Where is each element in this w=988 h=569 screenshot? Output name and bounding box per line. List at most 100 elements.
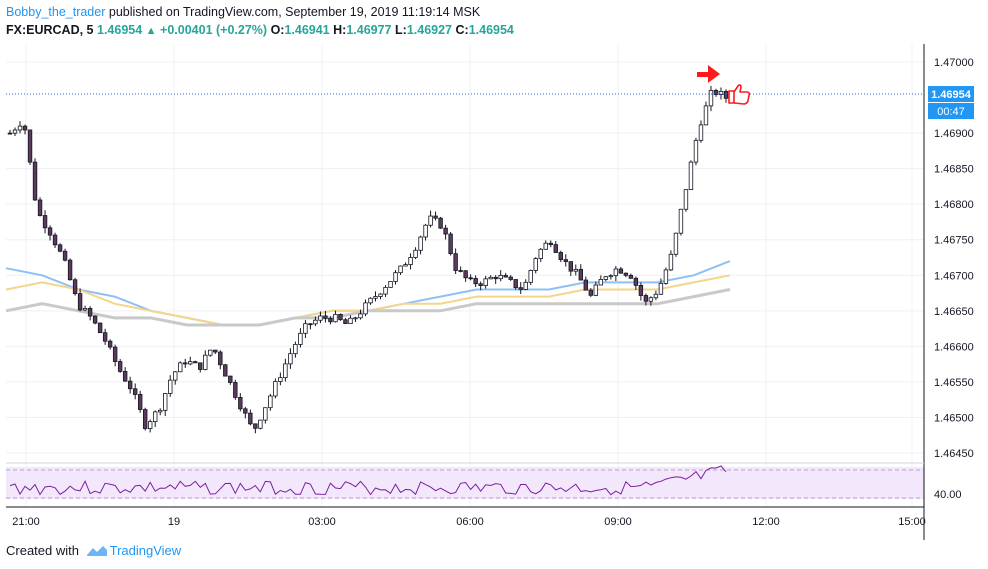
candle-body <box>178 362 183 373</box>
candle-body <box>723 91 729 99</box>
close-label: C: <box>455 23 469 37</box>
candle-body <box>378 293 383 297</box>
candle-body <box>173 371 178 381</box>
candle-body <box>253 423 258 429</box>
candle-body <box>42 215 48 229</box>
candle-body <box>453 253 458 271</box>
candle-body <box>653 293 659 299</box>
tradingview-brand-link[interactable]: TradingView <box>109 543 182 558</box>
last-price-label: 1.46954 00:47 <box>928 86 974 119</box>
candle-body <box>198 362 203 370</box>
candle-body <box>428 215 433 226</box>
candle-body <box>533 258 538 271</box>
high-label: H: <box>333 23 347 37</box>
candle-body <box>87 307 93 317</box>
candle-body <box>443 227 448 235</box>
candle-body <box>97 322 103 334</box>
candle-body <box>318 315 323 321</box>
candle-body <box>333 313 338 323</box>
candle-body <box>393 272 398 282</box>
candle-body <box>158 409 163 413</box>
candle-body <box>703 105 709 126</box>
candle-body <box>478 283 483 286</box>
candle-body <box>147 421 153 429</box>
moving-averages <box>5 260 731 327</box>
candle-body <box>673 232 679 255</box>
candle-body <box>633 277 639 286</box>
candle-body <box>263 407 268 421</box>
candle-body <box>578 268 583 281</box>
candle-body <box>313 319 318 325</box>
candle-body <box>82 307 88 311</box>
candle-body <box>37 199 43 216</box>
rsi-line <box>9 465 727 496</box>
candle-body <box>713 90 719 95</box>
candle-body <box>12 129 18 134</box>
time-axis[interactable]: 21:00 19 03:00 06:00 09:00 12:00 15:00 <box>12 516 926 528</box>
candle-body <box>588 289 594 296</box>
candle-body <box>142 409 148 429</box>
candle-body <box>358 313 363 319</box>
candle-body <box>288 353 293 365</box>
time-tick-label: 09:00 <box>604 516 632 528</box>
ohlc-legend: FX:EURCAD, 5 1.46954 ▲ +0.00401 (+0.27%)… <box>6 22 514 40</box>
candle-body <box>558 252 563 261</box>
candle-body <box>678 208 684 234</box>
candle-body <box>278 377 283 382</box>
author-link[interactable]: Bobby_the_trader <box>6 5 106 19</box>
candle-body <box>433 215 438 219</box>
candle-body <box>468 277 473 280</box>
close-value: 1.46954 <box>468 23 514 37</box>
candle-body <box>618 268 624 274</box>
candle-body <box>117 361 123 372</box>
candle-body <box>413 249 418 258</box>
candle-body <box>523 281 528 290</box>
candle-body <box>203 354 208 370</box>
rsi-indicator <box>9 465 727 496</box>
time-tick-label: 03:00 <box>308 516 336 528</box>
candle-body <box>473 278 478 285</box>
candle-body <box>17 125 23 131</box>
footer: Created with TradingView <box>6 543 181 559</box>
candle-body <box>693 139 699 163</box>
candle-body <box>273 381 278 397</box>
candle-body <box>338 313 343 321</box>
price-axis[interactable]: 1.47000 1.46900 1.46850 1.46800 1.46750 1.467… <box>934 57 974 460</box>
candle-body <box>463 270 468 279</box>
candle-body <box>498 274 503 280</box>
candle-body <box>323 315 328 319</box>
price-tick-label: 1.46800 <box>934 199 974 211</box>
low-label: L: <box>395 23 407 37</box>
candle-body <box>568 261 573 272</box>
bar-countdown: 00:47 <box>937 106 965 118</box>
candle-body <box>353 317 358 320</box>
candle-body <box>573 268 578 272</box>
tradingview-logo-icon <box>86 545 107 556</box>
candle-body <box>47 227 53 236</box>
candle-body <box>348 317 353 325</box>
candle-body <box>228 375 233 383</box>
candle-body <box>513 279 518 289</box>
candles <box>7 85 729 434</box>
candle-body <box>628 274 634 279</box>
chart-header: Bobby_the_trader published on TradingVie… <box>6 4 480 21</box>
candle-body <box>543 242 548 250</box>
candle-body <box>583 279 589 291</box>
candle-body <box>298 332 303 345</box>
open-label: O: <box>270 23 285 37</box>
price-tick-label: 1.46550 <box>934 377 974 389</box>
created-with-label: Created with <box>6 543 79 558</box>
thumbs-up-icon <box>728 84 751 105</box>
candle-body <box>283 363 288 379</box>
candle-body <box>563 259 568 262</box>
candle-body <box>77 293 83 311</box>
open-value: 1.46941 <box>284 23 330 37</box>
candle-body <box>593 284 599 296</box>
time-tick-label: 06:00 <box>456 516 484 528</box>
candle-body <box>648 297 654 302</box>
candle-body <box>243 408 248 414</box>
candle-body <box>363 302 368 315</box>
price-tick-label: 1.47000 <box>934 57 974 69</box>
candle-body <box>213 349 218 353</box>
